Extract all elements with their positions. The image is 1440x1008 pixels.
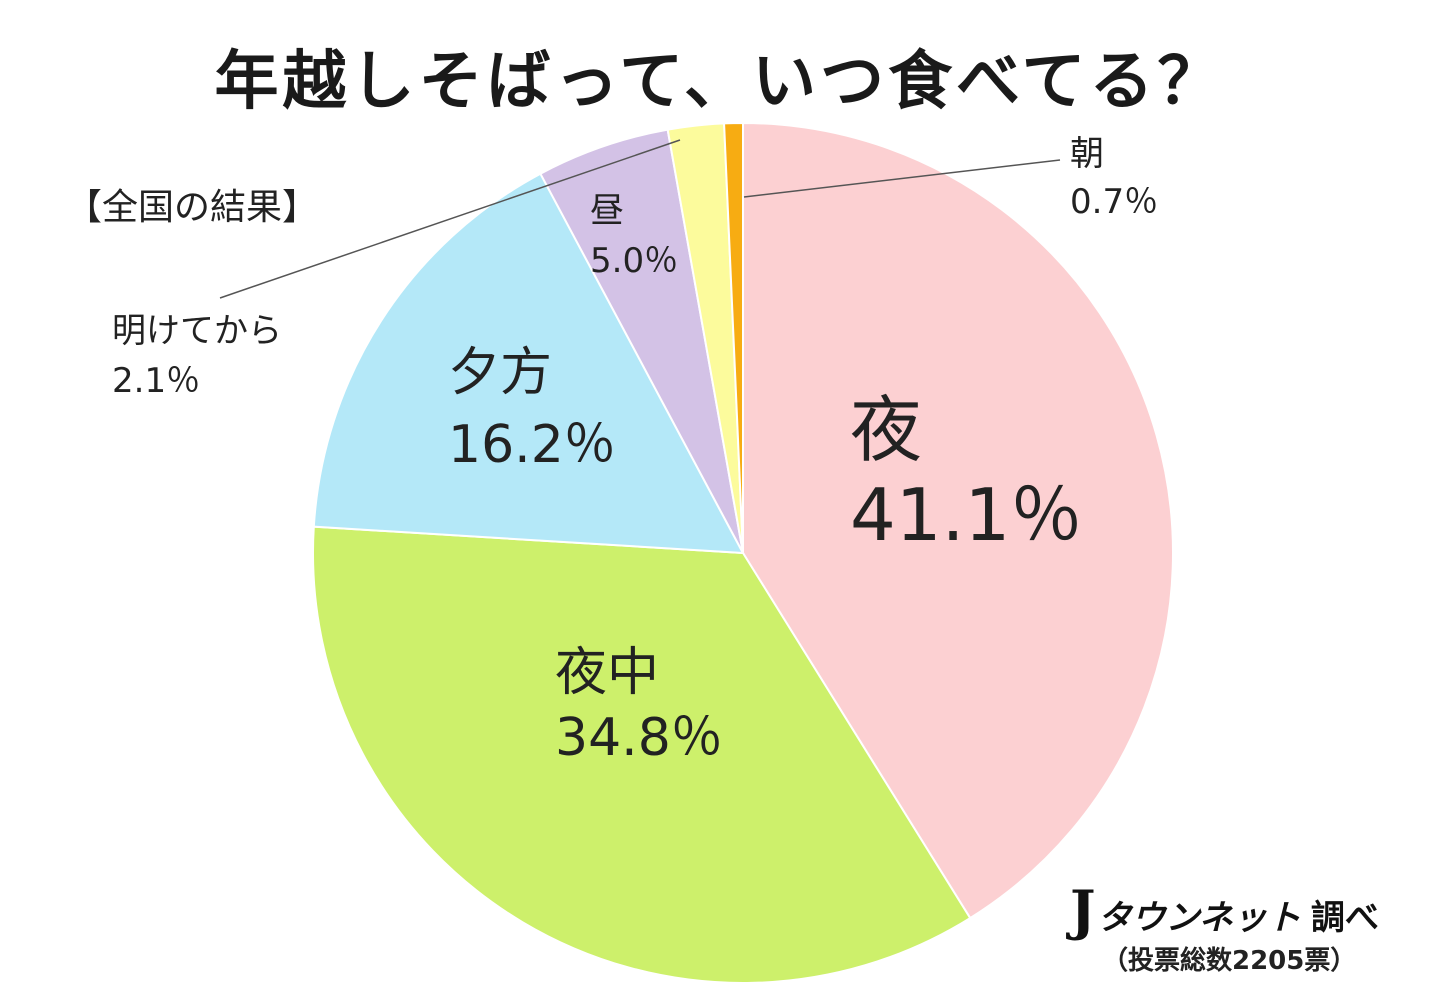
slice-value-yonaka: 34.8％ bbox=[555, 708, 723, 768]
slice-label-aketekara: 明けてから bbox=[112, 311, 282, 351]
leader-line-aketekara bbox=[219, 139, 681, 299]
slice-label-yugata: 夕方 bbox=[448, 343, 552, 403]
brand-logo: Jタウンネット 調べ bbox=[1070, 878, 1379, 942]
slice-value-aketekara: 2.1％ bbox=[112, 361, 200, 401]
vote-count: （投票総数2205票） bbox=[1102, 946, 1357, 976]
pie-slice-yugata bbox=[312, 172, 745, 555]
slice-label-yonaka: 夜中 bbox=[555, 643, 659, 703]
pie-slice-yoru bbox=[742, 121, 1174, 920]
brand-suffix: 調べ bbox=[1310, 898, 1379, 938]
slice-label-yoru: 夜 bbox=[850, 388, 922, 472]
slice-label-asa: 朝 bbox=[1070, 134, 1104, 174]
brand-logo-j: J bbox=[1070, 878, 1096, 942]
slice-value-yoru: 41.1％ bbox=[850, 473, 1082, 557]
slice-value-yugata: 16.2％ bbox=[448, 415, 616, 475]
pie-slice-yonaka bbox=[312, 525, 972, 985]
pie-slice-asa bbox=[723, 121, 744, 554]
slice-label-hiru: 昼 bbox=[590, 191, 624, 231]
slice-value-hiru: 5.0％ bbox=[590, 241, 678, 281]
slice-value-asa: 0.7％ bbox=[1070, 182, 1158, 222]
brand-name: タウンネット bbox=[1097, 898, 1301, 938]
chart-title: 年越しそばって、いつ食べてる？ bbox=[214, 45, 1226, 119]
chart-subtitle: 【全国の結果】 bbox=[66, 187, 319, 228]
leader-line-asa bbox=[743, 159, 1061, 198]
